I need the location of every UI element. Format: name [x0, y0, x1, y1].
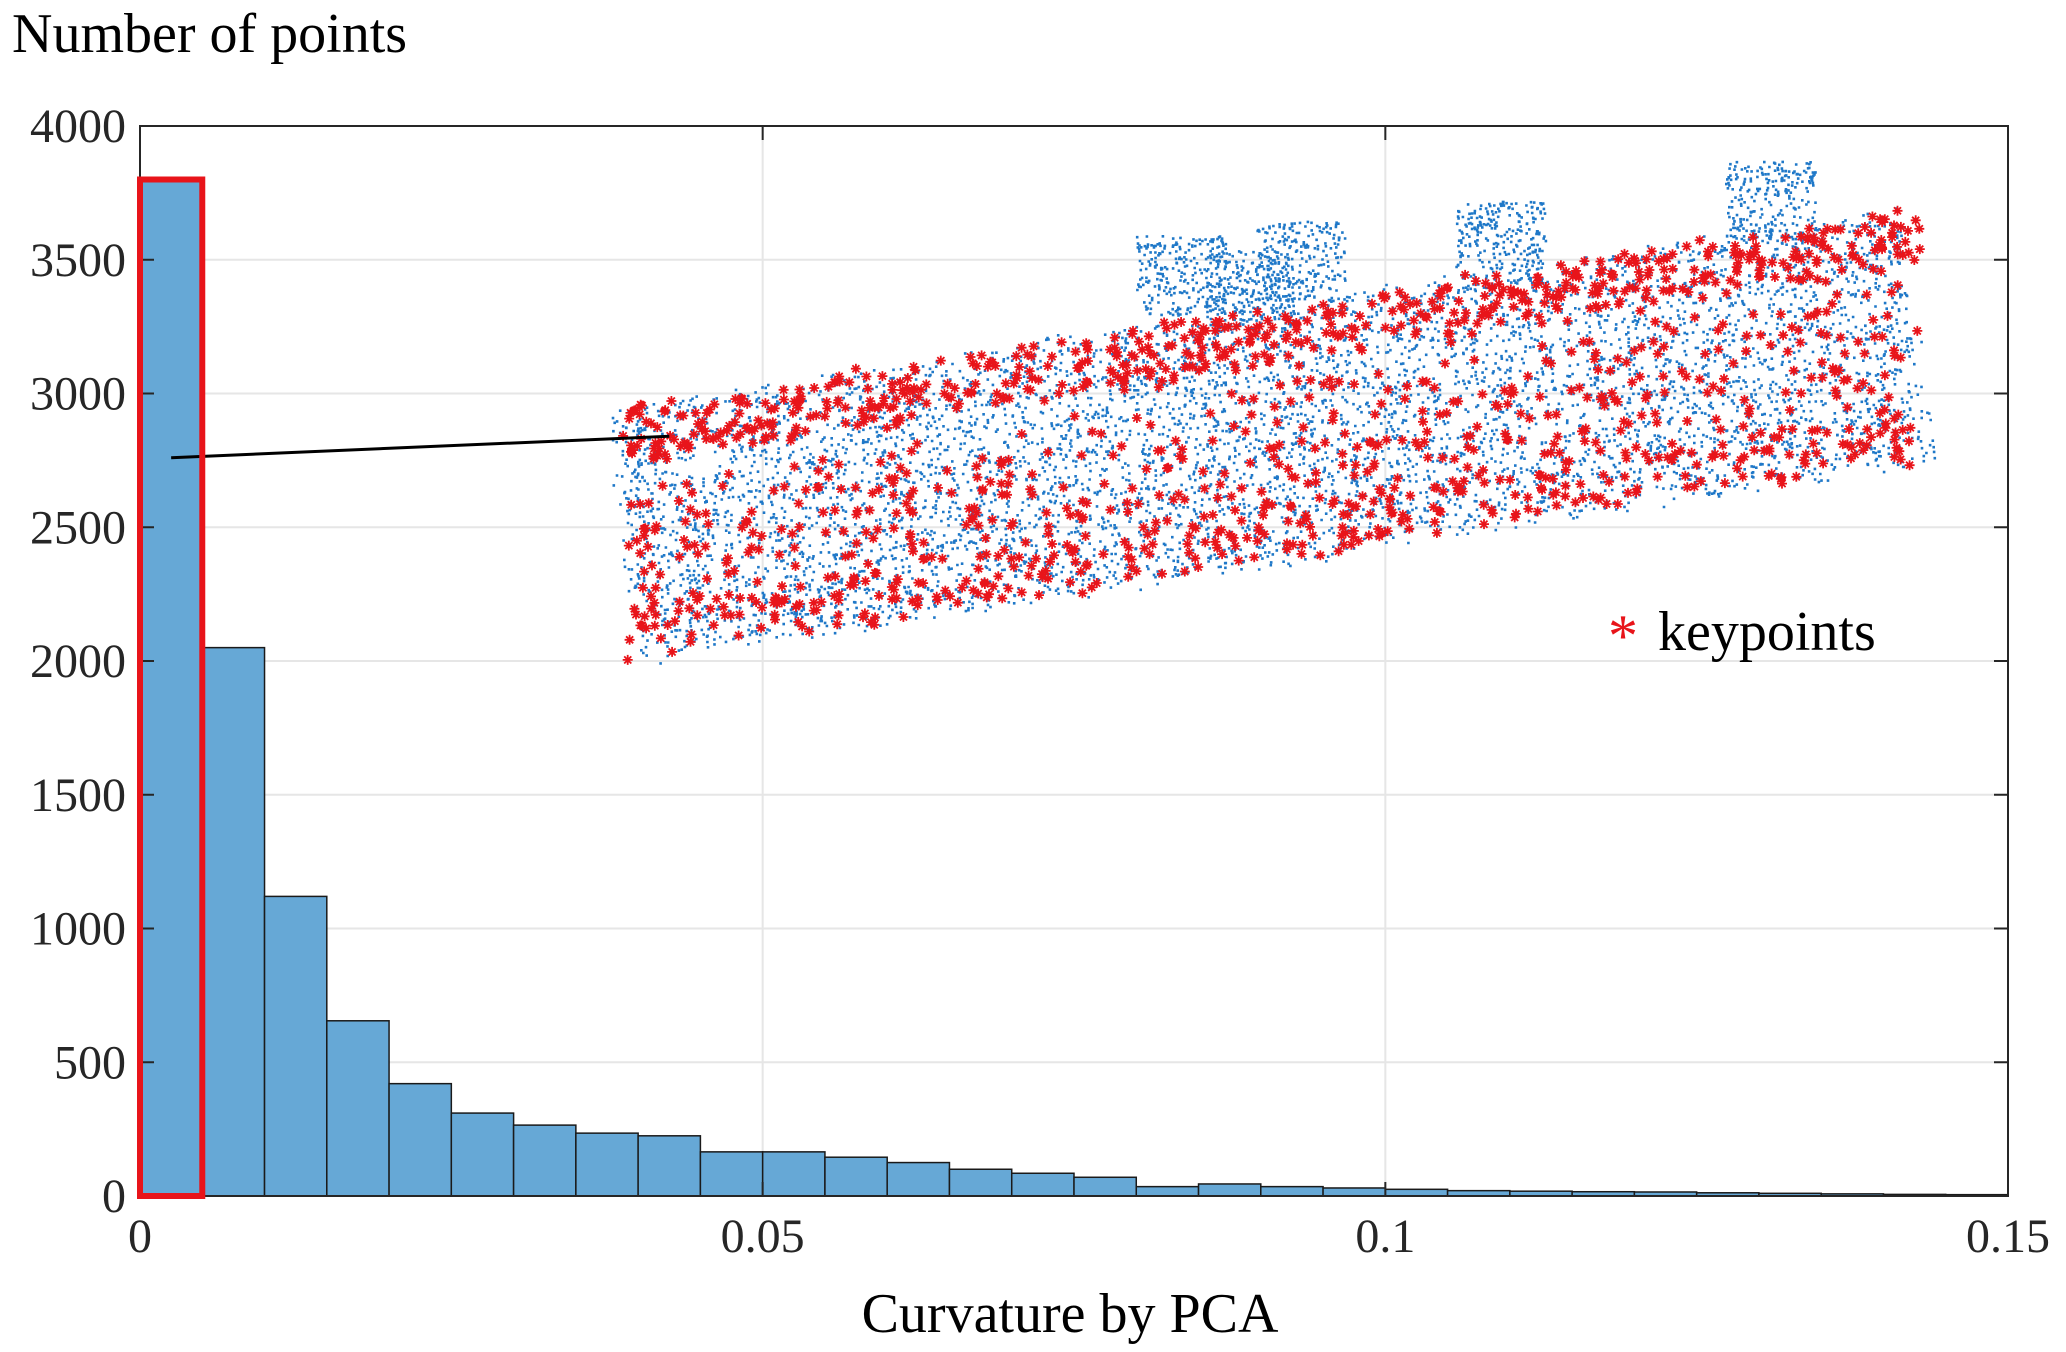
highlighted-bin-outline: [137, 176, 206, 1199]
histogram-bar-1: [201, 646, 266, 1197]
y-tick-label-6: 3000: [30, 368, 126, 421]
histogram-bar-20: [1384, 1188, 1449, 1197]
inset-point-cloud: [611, 160, 1937, 665]
y-tick-label-0: 0: [102, 1170, 126, 1223]
histogram-bar-6: [512, 1124, 577, 1197]
histogram-bar-13: [948, 1168, 1013, 1197]
histogram-bar-2: [263, 895, 328, 1197]
y-tick-label-8: 4000: [30, 100, 126, 153]
histogram-bar-16: [1135, 1185, 1200, 1197]
legend-keypoint-marker: *: [1608, 603, 1638, 669]
histogram-bar-18: [1260, 1185, 1324, 1197]
histogram-bar-17: [1197, 1183, 1262, 1197]
annotation-connector-line: [171, 434, 670, 460]
histogram-bar-9: [699, 1151, 764, 1197]
histogram-bar-19: [1322, 1187, 1387, 1197]
x-tick-label-0: 0: [128, 1210, 152, 1263]
histogram-bar-15: [1073, 1176, 1138, 1197]
histogram-bar-3: [326, 1020, 390, 1197]
y-tick-label-7: 3500: [30, 234, 126, 287]
y-tick-label-5: 2500: [30, 501, 126, 554]
histogram-bar-14: [1010, 1172, 1075, 1197]
legend: * keypoints: [1608, 601, 1876, 669]
point-cloud-points: [611, 160, 1937, 665]
y-tick-label-3: 1500: [30, 769, 126, 822]
tick-labels: 0 500 1000 1500 2000 2500 3000 3500 4000 0 0.05 0.1…: [30, 100, 2050, 1263]
y-axis-label: Number of points: [12, 3, 407, 65]
histogram-bars: [139, 178, 2009, 1197]
histogram-bar-12: [886, 1161, 951, 1197]
x-tick-label-1: 0.05: [721, 1210, 805, 1263]
x-tick-label-2: 0.1: [1355, 1210, 1415, 1263]
x-tick-label-3: 0.15: [1966, 1210, 2050, 1263]
histogram-bar-10: [761, 1151, 826, 1197]
y-tick-label-2: 1000: [30, 903, 126, 956]
histogram-bar-8: [637, 1135, 702, 1197]
y-tick-label-4: 2000: [30, 635, 126, 688]
legend-keypoints-label: keypoints: [1658, 601, 1876, 663]
histogram-bar-11: [824, 1156, 888, 1197]
keypoint-markers: [618, 205, 1925, 665]
y-tick-label-1: 500: [54, 1036, 126, 1089]
histogram-bar-4: [388, 1082, 453, 1197]
histogram-bar-0: [139, 178, 204, 1197]
histogram-bar-5: [450, 1112, 515, 1197]
histogram-bar-7: [575, 1132, 639, 1197]
x-axis-label: Curvature by PCA: [862, 1283, 1279, 1345]
